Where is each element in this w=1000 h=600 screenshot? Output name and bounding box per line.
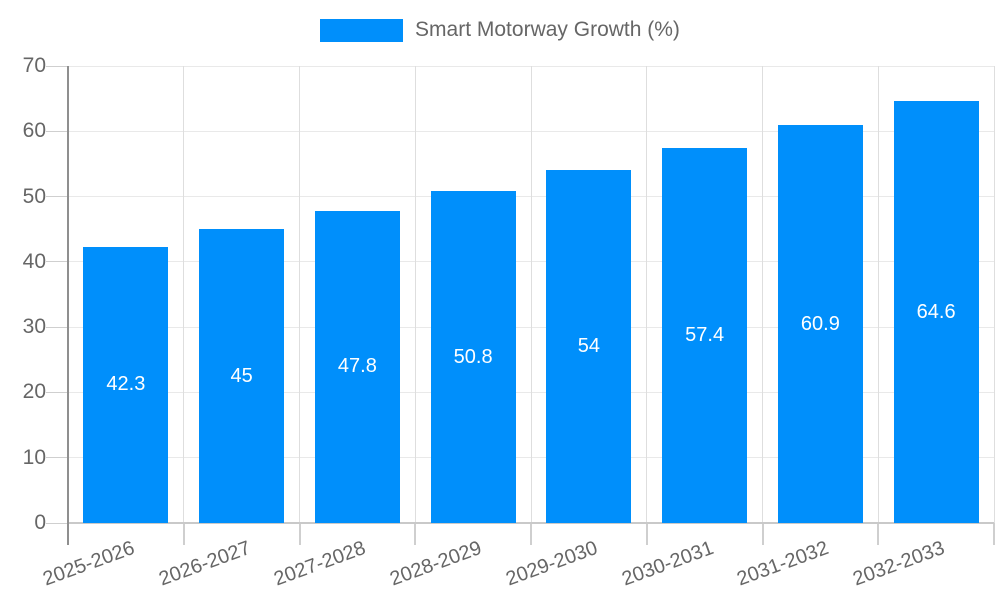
bar[interactable]: 64.6 bbox=[893, 101, 979, 523]
bar-value-label: 64.6 bbox=[916, 300, 956, 323]
x-gridline bbox=[183, 66, 185, 523]
bar[interactable]: 50.8 bbox=[430, 191, 516, 523]
bar-value-label: 50.8 bbox=[453, 345, 493, 368]
y-tick-label: 10 bbox=[22, 445, 46, 469]
bar-value-label: 45 bbox=[230, 364, 253, 387]
y-tick-mark bbox=[46, 457, 68, 459]
y-tick-mark bbox=[46, 522, 68, 524]
x-gridline bbox=[530, 66, 532, 523]
x-gridline bbox=[993, 66, 995, 523]
x-axis-line bbox=[68, 522, 994, 524]
y-tick-label: 40 bbox=[22, 249, 46, 273]
x-tick-mark bbox=[182, 523, 185, 545]
y-tick-mark bbox=[46, 65, 68, 67]
y-tick-mark bbox=[46, 130, 68, 132]
bar[interactable]: 54 bbox=[546, 170, 632, 523]
y-axis-line bbox=[67, 66, 69, 545]
bar-value-label: 57.4 bbox=[685, 324, 725, 347]
bar-value-label: 47.8 bbox=[337, 355, 377, 378]
x-tick-mark bbox=[993, 523, 995, 545]
bar[interactable]: 45 bbox=[199, 229, 285, 523]
x-tick-mark bbox=[414, 523, 417, 545]
bar-value-label: 42.3 bbox=[106, 373, 146, 396]
y-tick-mark bbox=[46, 391, 68, 393]
legend[interactable]: Smart Motorway Growth (%) bbox=[0, 18, 1000, 42]
y-tick-label: 60 bbox=[22, 119, 46, 143]
y-tick-label: 0 bbox=[34, 511, 46, 534]
y-tick-mark bbox=[46, 261, 68, 263]
y-tick-label: 20 bbox=[22, 380, 46, 404]
y-tick-mark bbox=[46, 196, 68, 198]
bar[interactable]: 60.9 bbox=[777, 125, 863, 523]
bar[interactable]: 47.8 bbox=[314, 210, 400, 523]
bar[interactable]: 42.3 bbox=[83, 246, 169, 523]
bar[interactable]: 57.4 bbox=[662, 148, 748, 523]
x-tick-mark bbox=[530, 523, 532, 545]
y-tick-mark bbox=[46, 326, 68, 328]
x-tick-mark bbox=[761, 523, 764, 545]
x-gridline bbox=[762, 66, 763, 523]
legend-label: Smart Motorway Growth (%) bbox=[415, 18, 680, 41]
x-tick-mark bbox=[645, 523, 648, 545]
x-tick-mark bbox=[877, 523, 880, 545]
x-tick-mark bbox=[298, 523, 301, 545]
x-gridline bbox=[646, 66, 648, 523]
bar-value-label: 54 bbox=[577, 335, 600, 358]
legend-swatch bbox=[320, 18, 404, 42]
y-tick-label: 30 bbox=[22, 315, 46, 339]
y-tick-label: 70 bbox=[22, 54, 46, 77]
y-tick-label: 50 bbox=[22, 184, 46, 208]
x-gridline bbox=[414, 66, 416, 523]
x-gridline bbox=[299, 66, 300, 523]
x-gridline bbox=[877, 66, 879, 523]
bar-value-label: 60.9 bbox=[800, 312, 840, 335]
